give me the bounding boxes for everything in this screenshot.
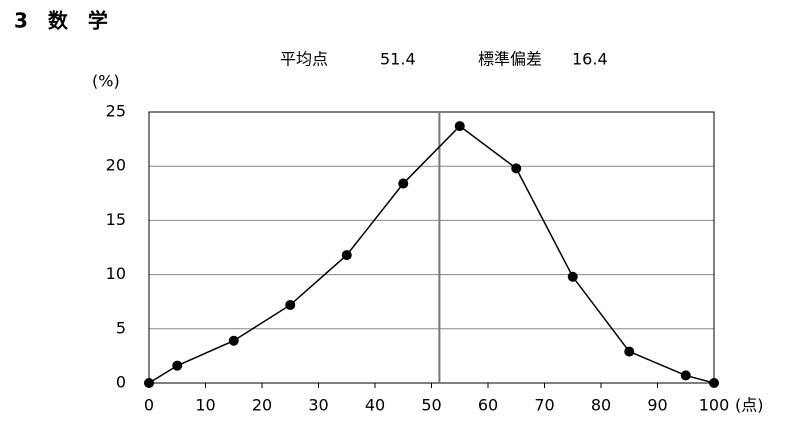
x-unit: (点) — [735, 396, 764, 415]
y-tick-label: 10 — [106, 264, 126, 283]
x-tick-label: 70 — [534, 396, 554, 415]
x-tick-label: 50 — [421, 396, 441, 415]
data-point — [567, 271, 578, 282]
y-tick-label: 15 — [106, 210, 126, 229]
x-tick-label: 10 — [195, 396, 215, 415]
x-tick-label: 60 — [478, 396, 498, 415]
data-point — [454, 121, 465, 132]
y-tick-label: 25 — [106, 102, 126, 121]
data-point — [341, 250, 352, 261]
mean-label: 平均点 — [280, 50, 328, 69]
data-point — [285, 299, 296, 310]
data-point — [398, 178, 409, 189]
data-point — [680, 370, 691, 381]
sd-value: 16.4 — [572, 50, 608, 69]
data-point — [624, 346, 635, 357]
y-tick-label: 0 — [116, 373, 126, 392]
x-tick-label: 80 — [591, 396, 611, 415]
x-tick-label: 30 — [308, 396, 328, 415]
data-point — [144, 378, 154, 388]
mean-value: 51.4 — [380, 50, 416, 69]
y-tick-label: 20 — [106, 156, 126, 175]
x-tick-label: 40 — [365, 396, 385, 415]
data-point — [709, 378, 719, 388]
sd-label: 標準偏差 — [478, 50, 542, 69]
data-point — [228, 335, 239, 346]
y-unit: (%) — [92, 72, 120, 91]
chart-title: 3 数 学 — [14, 9, 108, 33]
x-tick-label: 0 — [144, 396, 154, 415]
x-tick-label: 20 — [252, 396, 272, 415]
plot-frame — [148, 111, 715, 384]
data-point — [172, 360, 183, 371]
data-line — [148, 125, 715, 384]
x-tick-label: 90 — [647, 396, 667, 415]
y-tick-label: 5 — [116, 318, 126, 337]
x-tick-label: 100 — [699, 396, 730, 415]
data-point — [511, 163, 522, 174]
